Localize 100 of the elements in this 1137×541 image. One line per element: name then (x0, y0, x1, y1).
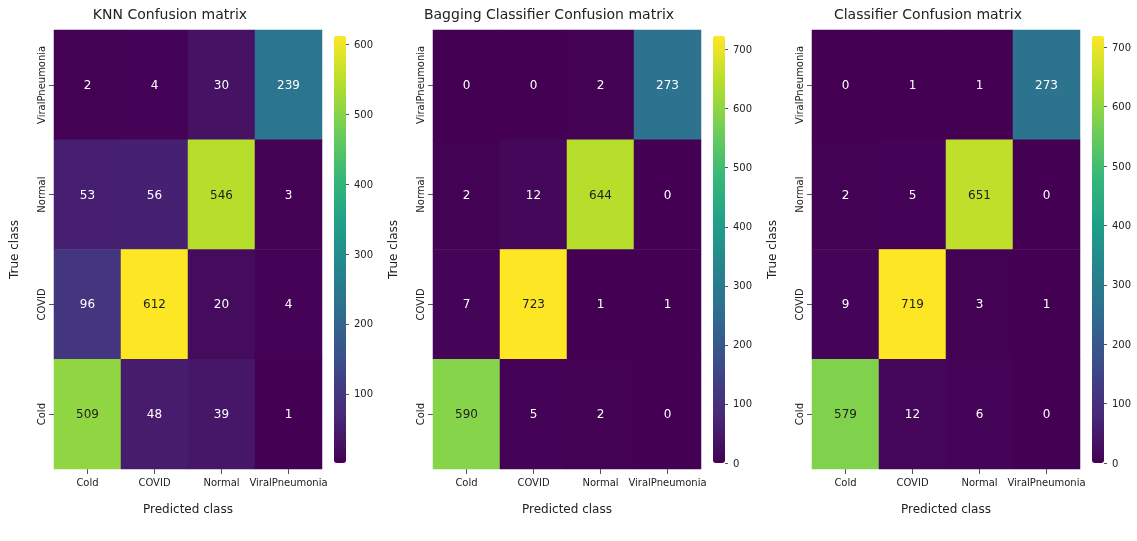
y-tick-label: Cold (35, 403, 47, 426)
y-tick-label: COVID (793, 287, 805, 321)
color-bar-label: 400 (354, 178, 374, 190)
color-bar-label: 700 (1112, 41, 1132, 53)
y-axis-title: True class (765, 219, 779, 281)
data-label: 612 (143, 297, 166, 312)
data-label: 1 (975, 77, 984, 92)
data-label: 30 (213, 77, 230, 92)
y-axis-title: True class (386, 219, 400, 281)
x-tick-label: Cold (834, 476, 857, 488)
data-label: 1 (284, 407, 293, 422)
color-bar-label: 0 (1112, 457, 1119, 469)
data-label: 0 (1042, 187, 1051, 202)
data-label: 1 (1042, 297, 1051, 312)
x-tick-label: COVID (896, 476, 929, 488)
data-label: 4 (284, 297, 293, 312)
y-tick-label: ViralPneumonia (793, 45, 805, 124)
x-tick-label: COVID (517, 476, 550, 488)
color-bar-label: 100 (354, 388, 374, 400)
data-label: 9 (841, 297, 850, 312)
color-bar-label: 500 (354, 108, 374, 120)
y-tick-label: ViralPneumonia (35, 45, 47, 124)
y-tick-label: ViralPneumonia (414, 45, 426, 124)
data-label: 1 (596, 297, 605, 312)
x-tick-label: Normal (582, 476, 619, 488)
chart-title: Bagging Classifier Confusion matrix (423, 6, 675, 22)
data-label: 48 (146, 407, 163, 422)
x-tick-label: ViralPneumonia (628, 476, 707, 488)
x-tick-label: Normal (203, 476, 240, 488)
color-bar-label: 200 (733, 339, 753, 351)
data-label: 5 (529, 407, 538, 422)
data-label: 56 (146, 187, 163, 202)
color-bar-label: 700 (733, 44, 753, 56)
data-label: 273 (656, 77, 679, 92)
y-tick-label: COVID (414, 287, 426, 321)
color-bar-label: 400 (1112, 219, 1132, 231)
color-bar-label: 0 (733, 457, 740, 469)
data-label: 3 (284, 187, 293, 202)
y-tick-label: Cold (793, 403, 805, 426)
x-axis-title: Predicted class (901, 502, 991, 516)
data-label: 2 (83, 77, 92, 92)
data-label: 6 (975, 407, 984, 422)
data-label: 0 (1042, 407, 1051, 422)
data-label: 39 (213, 407, 230, 422)
data-label: 4 (150, 77, 159, 92)
x-tick-label: COVID (138, 476, 171, 488)
color-bar-label: 600 (733, 103, 753, 115)
x-tick-label: Cold (76, 476, 99, 488)
data-label: 2 (462, 187, 471, 202)
y-tick-label: Cold (414, 403, 426, 426)
data-label: 0 (462, 77, 471, 92)
y-tick-label: Normal (793, 176, 805, 213)
color-bar-label: 100 (1112, 398, 1132, 410)
color-bar-label: 100 (733, 398, 753, 410)
chart-title: Classifier Confusion matrix (833, 6, 1023, 22)
y-tick-label: COVID (35, 287, 47, 321)
color-bar-label: 500 (733, 162, 753, 174)
data-label: 20 (213, 297, 230, 312)
data-label: 651 (968, 187, 991, 202)
data-label: 12 (904, 407, 921, 422)
x-tick-label: Normal (961, 476, 998, 488)
data-label: 7 (462, 297, 471, 312)
data-label: 0 (663, 187, 672, 202)
data-label: 2 (596, 77, 605, 92)
data-label: 723 (522, 297, 545, 312)
data-label: 644 (589, 187, 612, 202)
y-tick-label: Normal (414, 176, 426, 213)
data-label: 12 (525, 187, 542, 202)
x-axis-title: Predicted class (522, 502, 612, 516)
data-label: 546 (210, 187, 233, 202)
data-label: 2 (596, 407, 605, 422)
data-label: 2 (841, 187, 850, 202)
data-label: 0 (841, 77, 850, 92)
y-axis-title: True class (7, 219, 21, 281)
data-label: 590 (455, 407, 478, 422)
y-tick-label: Normal (35, 176, 47, 213)
data-label: 96 (79, 297, 96, 312)
data-label: 0 (529, 77, 538, 92)
color-bar-label: 600 (1112, 101, 1132, 113)
color-bar-label: 300 (1112, 279, 1132, 291)
data-label: 239 (277, 77, 300, 92)
x-tick-label: ViralPneumonia (249, 476, 328, 488)
data-label: 579 (834, 407, 857, 422)
data-label: 273 (1035, 77, 1058, 92)
chart-title: KNN Confusion matrix (92, 6, 248, 22)
x-axis-title: Predicted class (143, 502, 233, 516)
data-label: 1 (908, 77, 917, 92)
x-tick-label: ViralPneumonia (1007, 476, 1086, 488)
data-label: 5 (908, 187, 917, 202)
data-label: 1 (663, 297, 672, 312)
color-bar-label: 500 (1112, 160, 1132, 172)
color-bar-label: 200 (354, 318, 374, 330)
data-label: 719 (901, 297, 924, 312)
data-label: 509 (76, 407, 99, 422)
x-tick-label: Cold (455, 476, 478, 488)
data-label: 3 (975, 297, 984, 312)
color-bar-label: 600 (354, 38, 374, 50)
color-bar-label: 200 (1112, 338, 1132, 350)
color-bar-label: 300 (354, 248, 374, 260)
color-bar-label: 400 (733, 221, 753, 233)
